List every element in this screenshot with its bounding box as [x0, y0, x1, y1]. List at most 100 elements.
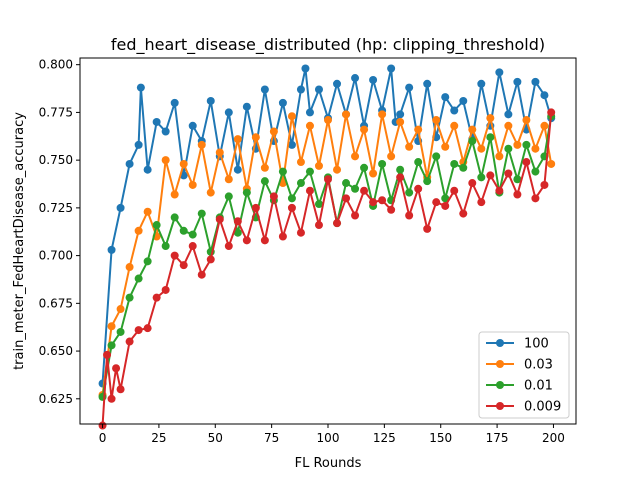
data-point	[242, 188, 251, 197]
data-point	[260, 85, 269, 94]
legend-swatch-marker	[496, 339, 504, 347]
data-point	[251, 133, 260, 142]
data-point	[296, 85, 305, 94]
data-point	[116, 385, 125, 394]
data-point	[540, 121, 549, 130]
data-point	[233, 135, 242, 144]
data-point	[547, 108, 556, 117]
data-point	[143, 324, 152, 333]
legend-swatch-marker	[496, 402, 504, 410]
data-point	[333, 165, 342, 174]
x-tick-label: 50	[208, 431, 223, 445]
data-point	[540, 180, 549, 189]
data-point	[136, 83, 145, 92]
data-point	[269, 192, 278, 201]
data-point	[260, 236, 269, 245]
data-point	[296, 179, 305, 188]
x-tick-label: 75	[264, 431, 279, 445]
data-point	[134, 274, 143, 283]
data-point	[125, 293, 134, 302]
data-point	[450, 106, 459, 115]
data-point	[441, 194, 450, 203]
data-point	[179, 261, 188, 270]
y-tick-label: 0.625	[39, 392, 73, 406]
data-point	[387, 205, 396, 214]
x-tick-label: 25	[151, 431, 166, 445]
data-point	[486, 133, 495, 142]
data-point	[396, 110, 405, 119]
legend-label: 100	[524, 337, 549, 352]
data-point	[134, 140, 143, 149]
y-tick-label: 0.650	[39, 344, 73, 358]
data-point	[251, 203, 260, 212]
data-point	[531, 194, 540, 203]
data-point	[459, 163, 468, 172]
data-point	[107, 394, 116, 403]
data-point	[504, 169, 513, 178]
data-point	[522, 158, 531, 167]
data-point	[197, 140, 206, 149]
data-point	[170, 190, 179, 199]
data-point	[387, 152, 396, 161]
data-point	[477, 198, 486, 207]
data-point	[125, 159, 134, 168]
data-point	[432, 198, 441, 207]
data-point	[351, 184, 360, 193]
data-point	[116, 203, 125, 212]
legend-item: 100	[486, 337, 549, 352]
x-axis: 0 25 50 75 100 125 150 175 200	[99, 424, 565, 445]
y-axis: 0.625 0.650 0.675 0.700 0.725 0.750 0.775 0.800	[39, 58, 80, 406]
data-point	[495, 68, 504, 77]
data-point	[414, 184, 423, 193]
data-point	[233, 217, 242, 226]
data-point	[333, 219, 342, 228]
data-point	[405, 188, 414, 197]
data-point	[333, 79, 342, 88]
data-point	[486, 171, 495, 180]
data-point	[513, 175, 522, 184]
data-point	[269, 127, 278, 136]
data-point	[351, 211, 360, 220]
data-point	[107, 322, 116, 331]
legend-item: 0.009	[486, 400, 561, 415]
data-point	[188, 242, 197, 251]
data-point	[522, 140, 531, 149]
data-point	[531, 167, 540, 176]
data-point	[206, 188, 215, 197]
data-point	[224, 175, 233, 184]
legend-swatch-marker	[496, 360, 504, 368]
data-point	[324, 116, 332, 125]
data-point	[305, 121, 314, 130]
data-point	[215, 148, 224, 157]
data-point	[179, 159, 188, 168]
data-point	[468, 179, 477, 188]
x-tick-label: 100	[317, 431, 340, 445]
data-point	[369, 198, 378, 207]
x-tick-label: 175	[486, 431, 509, 445]
data-point	[504, 121, 513, 130]
data-point	[423, 177, 432, 186]
data-point	[116, 327, 125, 336]
y-tick-label: 0.675	[39, 296, 73, 310]
data-point	[414, 158, 423, 167]
data-point	[242, 236, 251, 245]
data-point	[432, 152, 441, 161]
data-point	[522, 116, 531, 125]
y-tick-label: 0.750	[39, 153, 73, 167]
data-point	[432, 116, 441, 125]
data-point	[547, 159, 556, 168]
data-point	[161, 156, 170, 165]
y-tick-label: 0.725	[39, 201, 73, 215]
data-point	[531, 144, 540, 153]
data-point	[260, 163, 269, 172]
data-point	[360, 186, 369, 195]
data-point	[287, 194, 296, 203]
data-point	[378, 110, 387, 119]
data-point	[477, 173, 486, 182]
data-point	[305, 186, 314, 195]
data-point	[112, 364, 121, 373]
data-point	[504, 110, 513, 119]
data-point	[125, 263, 134, 272]
data-point	[152, 117, 161, 126]
